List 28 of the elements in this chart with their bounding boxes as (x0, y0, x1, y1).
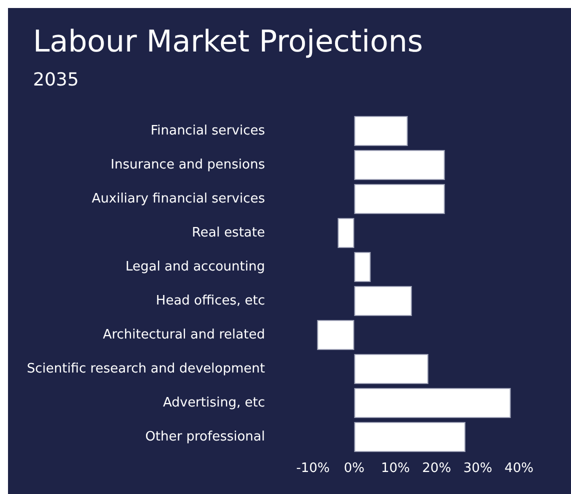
bar (354, 388, 511, 418)
x-tick-label: 40% (504, 461, 534, 476)
bar (354, 150, 445, 180)
y-tick-label: Auxiliary financial services (92, 192, 266, 206)
y-tick-label: Real estate (192, 226, 265, 240)
bar (354, 184, 445, 214)
x-tick-label: 30% (463, 461, 492, 476)
chart-title: Labour Market Projections (33, 24, 424, 60)
y-tick-label: Other professional (145, 430, 265, 444)
y-tick-label: Head offices, etc (156, 294, 265, 308)
x-tick-label: 20% (422, 461, 452, 476)
bar (317, 320, 354, 350)
y-tick-label: Insurance and pensions (110, 158, 266, 172)
y-tick-label: Scientific research and development (26, 362, 265, 376)
y-tick-label: Advertising, etc (162, 396, 265, 410)
bar (354, 354, 428, 384)
bar (338, 218, 354, 248)
text: 2035 (33, 70, 79, 90)
y-tick-label: Legal and accounting (126, 260, 265, 274)
x-tick-label: 10% (380, 461, 410, 476)
y-tick-label: Financial services (150, 124, 266, 138)
bar (354, 252, 371, 282)
bar (354, 286, 412, 316)
x-tick-label: 0% (344, 461, 365, 476)
bar (354, 116, 408, 146)
y-tick-label: Architectural and related (102, 328, 265, 342)
bar (354, 422, 466, 452)
x-tick-label: -10% (296, 461, 330, 476)
